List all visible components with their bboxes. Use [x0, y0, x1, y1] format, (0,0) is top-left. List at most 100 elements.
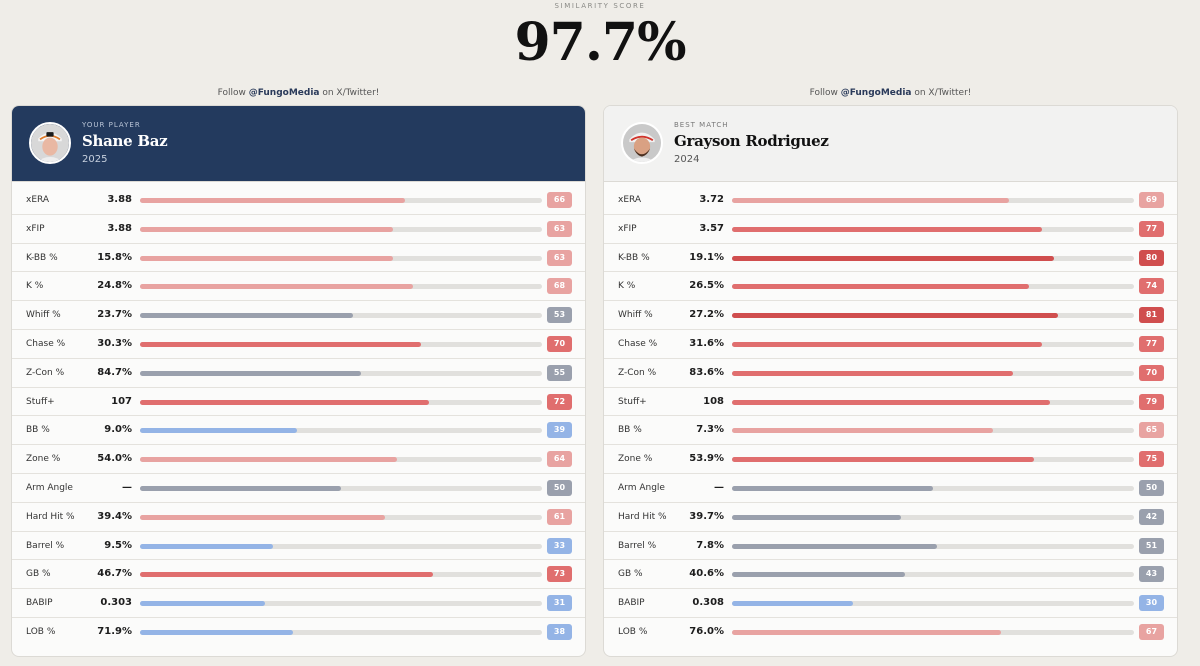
- percentile-bar-track: [732, 341, 1134, 347]
- stat-value: 27.2%: [689, 309, 724, 321]
- percentile-bar-track: [140, 601, 542, 607]
- player-name: Grayson Rodriguez: [674, 132, 829, 150]
- stat-label: Hard Hit %: [618, 511, 667, 522]
- percentile-badge: 42: [1139, 508, 1164, 525]
- percentile-bar-fill: [732, 198, 1010, 203]
- stat-row: BB % 9.0% 39: [12, 416, 585, 446]
- percentile-badge: 50: [1139, 479, 1164, 496]
- stat-value: 46.7%: [97, 568, 132, 580]
- percentile-badge: 33: [547, 537, 572, 554]
- stat-value: 3.88: [107, 222, 132, 234]
- stat-value: 0.308: [692, 597, 724, 609]
- percentile-bar-fill: [732, 572, 905, 578]
- stat-value: 19.1%: [689, 251, 724, 263]
- percentile-bar-track: [732, 399, 1134, 405]
- stat-row: Zone % 53.9% 75: [604, 445, 1177, 474]
- percentile-bar-fill: [732, 341, 1042, 347]
- stat-value: 84.7%: [97, 366, 132, 378]
- similarity-score-value: 97.7%: [514, 12, 686, 73]
- stat-value: 3.72: [699, 194, 724, 205]
- percentile-bar-track: [140, 428, 542, 434]
- stat-value: 31.6%: [689, 337, 724, 349]
- percentile-bar-fill: [732, 399, 1050, 405]
- percentile-bar-fill: [140, 284, 414, 290]
- stat-rows: xERA 3.88 66 xFIP 3.88 63 K-BB % 15.8% 63 K % 24.8…: [12, 182, 585, 647]
- percentile-bar-track: [140, 255, 542, 261]
- stat-row: Z-Con % 84.7% 55: [12, 359, 585, 388]
- stat-label: Z-Con %: [26, 367, 65, 378]
- stat-label: Arm Angle: [618, 482, 665, 493]
- percentile-bar-fill: [732, 514, 901, 520]
- percentile-bar-fill: [140, 255, 394, 261]
- stat-row: K % 26.5% 74: [604, 272, 1177, 302]
- card-tag: BEST MATCH: [674, 121, 729, 129]
- percentile-badge: 72: [547, 393, 572, 410]
- percentile-bar-track: [140, 198, 542, 203]
- percentile-bar-track: [732, 629, 1134, 635]
- percentile-badge: 81: [1139, 307, 1164, 324]
- follow-note-left: Follow @FungoMedia on X/Twitter!: [11, 88, 586, 98]
- stat-row: Zone % 54.0% 64: [12, 445, 585, 474]
- percentile-bar-fill: [140, 198, 406, 203]
- stat-row: Arm Angle — 50: [12, 474, 585, 503]
- percentile-bar-fill: [732, 284, 1030, 290]
- percentile-badge: 39: [547, 422, 572, 439]
- percentile-badge: 79: [1139, 393, 1164, 410]
- percentile-bar-fill: [140, 543, 273, 549]
- follow-prefix: Follow: [809, 88, 841, 98]
- percentile-bar-fill: [140, 313, 354, 319]
- percentile-bar-track: [140, 313, 542, 319]
- percentile-badge: 63: [547, 249, 572, 266]
- percentile-badge: 69: [1139, 192, 1164, 208]
- stat-value: 107: [111, 395, 132, 407]
- percentile-badge: 65: [1139, 422, 1164, 439]
- best-match-card: BEST MATCH Grayson Rodriguez 2024 xERA 3.…: [603, 105, 1178, 657]
- percentile-bar-track: [732, 226, 1134, 232]
- percentile-badge: 70: [547, 335, 572, 352]
- stat-row: Stuff+ 108 79: [604, 388, 1177, 417]
- stat-row: Hard Hit % 39.4% 61: [12, 503, 585, 532]
- stat-label: K %: [618, 281, 636, 292]
- follow-handle-link[interactable]: @FungoMedia: [248, 88, 320, 98]
- percentile-bar-fill: [140, 485, 341, 491]
- stat-value: 76.0%: [689, 625, 724, 637]
- percentile-bar-fill: [732, 255, 1054, 261]
- stat-label: xFIP: [26, 223, 45, 234]
- stat-row: xFIP 3.57 77: [604, 215, 1177, 244]
- percentile-bar-track: [140, 457, 542, 463]
- percentile-bar-track: [140, 399, 542, 405]
- player-card-header: BEST MATCH Grayson Rodriguez 2024: [604, 106, 1177, 182]
- stat-label: Z-Con %: [618, 367, 657, 378]
- stat-row: GB % 46.7% 73: [12, 560, 585, 590]
- follow-handle-link[interactable]: @FungoMedia: [840, 88, 912, 98]
- percentile-badge: 38: [547, 623, 572, 640]
- follow-suffix: on X/Twitter!: [911, 88, 972, 98]
- player-season: 2025: [82, 154, 108, 165]
- percentile-badge: 30: [1139, 595, 1164, 612]
- stat-label: Hard Hit %: [26, 511, 75, 522]
- stat-label: BB %: [618, 425, 642, 436]
- percentile-bar-fill: [732, 428, 994, 434]
- stat-value: 40.6%: [689, 568, 724, 580]
- stat-label: GB %: [618, 569, 643, 580]
- percentile-bar-track: [140, 629, 542, 635]
- percentile-badge: 77: [1139, 335, 1164, 352]
- follow-prefix: Follow: [217, 88, 249, 98]
- stat-label: xERA: [26, 195, 50, 205]
- percentile-bar-fill: [140, 514, 386, 520]
- card-tag: YOUR PLAYER: [82, 121, 141, 129]
- stat-row: Whiff % 27.2% 81: [604, 301, 1177, 330]
- player-season: 2024: [674, 154, 700, 165]
- stat-value: 39.4%: [97, 510, 132, 522]
- percentile-badge: 61: [547, 508, 572, 525]
- percentile-bar-fill: [140, 629, 293, 635]
- percentile-badge: 68: [547, 278, 572, 295]
- stat-value: 26.5%: [689, 280, 724, 292]
- stat-label: xERA: [618, 195, 642, 205]
- your-player-card: YOUR PLAYER Shane Baz 2025 xERA 3.88 66 xFI…: [11, 105, 586, 657]
- stat-label: Zone %: [26, 454, 61, 465]
- stat-rows: xERA 3.72 69 xFIP 3.57 77 K-BB % 19.1% 80 K % 26.5…: [604, 182, 1177, 647]
- stat-row: LOB % 71.9% 38: [12, 618, 585, 647]
- player-card-header: YOUR PLAYER Shane Baz 2025: [12, 106, 585, 182]
- percentile-badge: 55: [547, 364, 572, 381]
